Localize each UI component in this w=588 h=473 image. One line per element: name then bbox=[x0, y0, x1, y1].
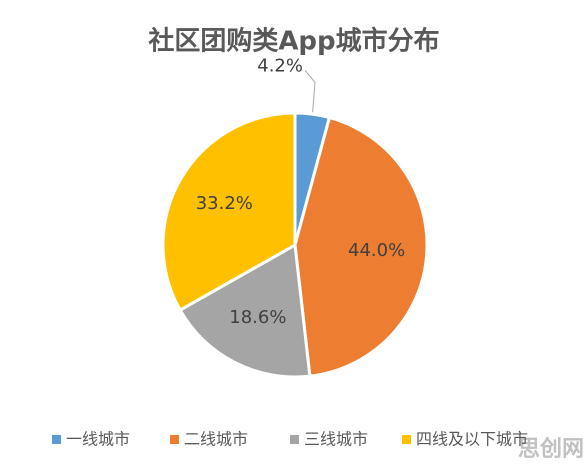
legend-label: 二线城市 bbox=[184, 430, 248, 449]
watermark: 思创网 bbox=[518, 437, 584, 462]
pie-slice bbox=[161, 111, 297, 313]
leader-line bbox=[304, 70, 316, 113]
data-label: 33.2% bbox=[196, 193, 253, 214]
legend-label: 三线城市 bbox=[304, 430, 368, 449]
data-label: 4.2% bbox=[257, 55, 303, 76]
pie-slice bbox=[178, 242, 312, 379]
legend-label: 四线及以下城市 bbox=[416, 430, 528, 449]
legend-label: 一线城市 bbox=[66, 430, 130, 449]
legend-swatch bbox=[52, 435, 61, 444]
chart-title: 社区团购类App城市分布 bbox=[148, 26, 439, 57]
legend-swatch bbox=[170, 435, 179, 444]
legend-swatch bbox=[290, 435, 299, 444]
legend-swatch bbox=[402, 435, 411, 444]
data-label: 18.6% bbox=[229, 307, 286, 328]
pie-slice bbox=[293, 115, 429, 378]
data-label: 44.0% bbox=[348, 240, 405, 261]
